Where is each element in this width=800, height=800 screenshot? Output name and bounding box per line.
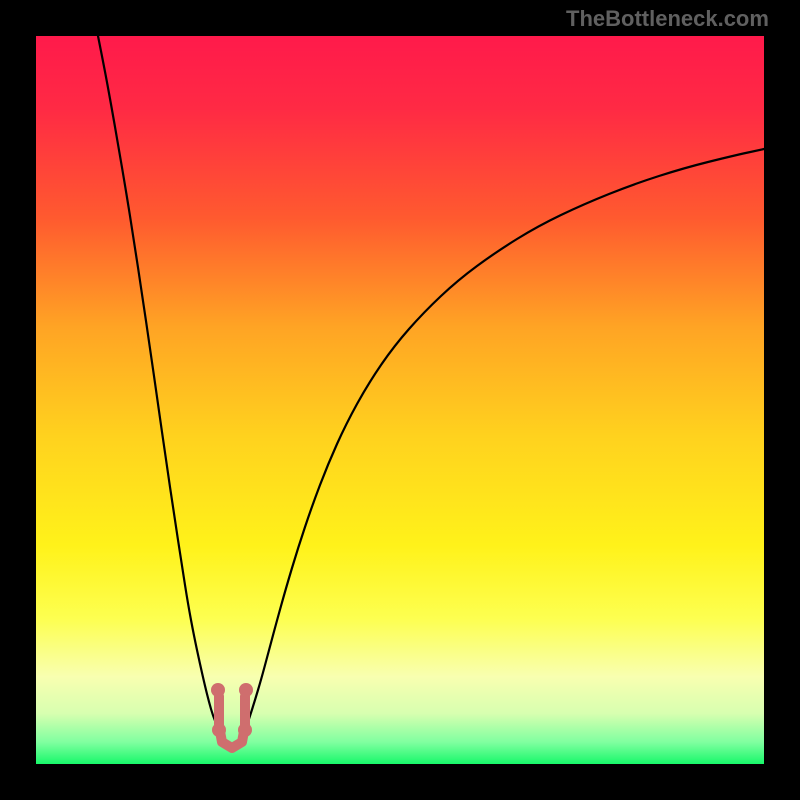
valley-dot <box>238 723 252 737</box>
curve-overlay <box>36 36 764 764</box>
watermark-text: TheBottleneck.com <box>566 6 769 32</box>
figure-canvas: TheBottleneck.com <box>0 0 800 800</box>
right-curve <box>246 149 764 728</box>
left-curve <box>98 36 218 728</box>
valley-dot <box>212 723 226 737</box>
valley-u-marker <box>219 696 245 748</box>
valley-dot <box>211 683 225 697</box>
plot-area <box>36 36 764 764</box>
valley-dot <box>239 683 253 697</box>
